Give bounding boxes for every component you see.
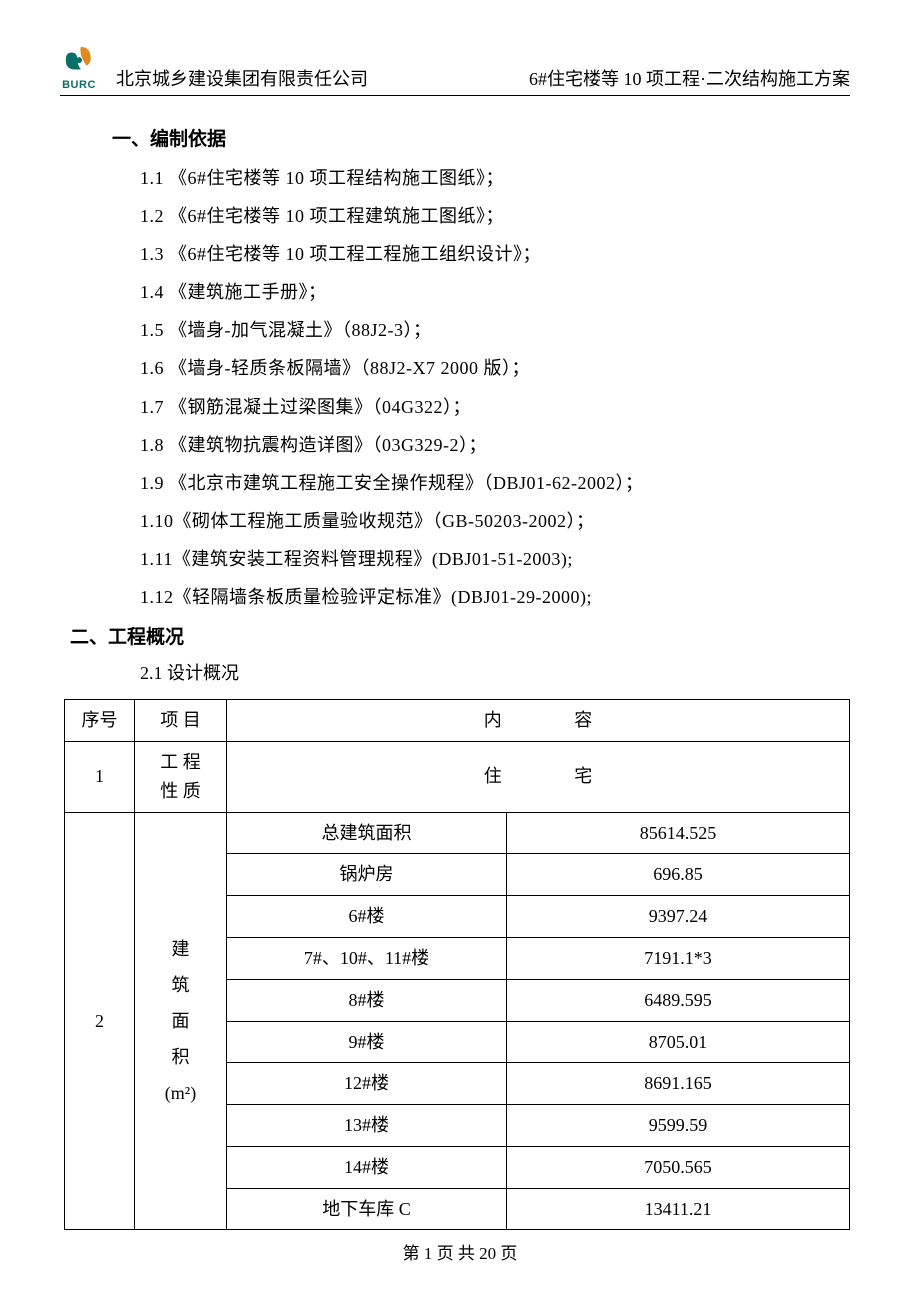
list-item: 1.8 《建筑物抗震构造详图》（03G329-2）； [140,432,850,458]
td-content-1-text: 住 宅 [450,766,627,786]
th-content: 内 容 [227,700,850,742]
page-footer: 第 1 页 共 20 页 [0,1239,920,1264]
list-item: 1.3 《6#住宅楼等 10 项工程工程施工组织设计》； [140,241,850,267]
list-item: 1.2 《6#住宅楼等 10 项工程建筑施工图纸》； [140,203,850,229]
table-head-row: 序号 项 目 内 容 [65,700,850,742]
td-label: 7#、10#、11#楼 [227,937,507,979]
td-label: 6#楼 [227,896,507,938]
header-company: 北京城乡建设集团有限责任公司 [116,65,529,91]
td-label: 总建筑面积 [227,812,507,854]
burc-logo-icon [60,45,98,79]
td-label: 锅炉房 [227,854,507,896]
list-item: 1.10《砌体工程施工质量验收规范》（GB-50203-2002）； [140,508,850,534]
section1-heading: 一、编制依据 [112,124,850,151]
section2-heading: 二、工程概况 [70,622,850,649]
td-seq-2: 2 [65,812,135,1230]
list-item: 1.1 《6#住宅楼等 10 项工程结构施工图纸》； [140,165,850,191]
th-proj: 项 目 [135,700,227,742]
page-header: BURC 北京城乡建设集团有限责任公司 6#住宅楼等 10 项工程·二次结构施工… [60,45,850,96]
td-label: 12#楼 [227,1063,507,1105]
th-seq: 序号 [65,700,135,742]
td-value: 7050.565 [507,1146,850,1188]
td-proj-1: 工 程性 质 [135,741,227,812]
td-proj-2: 建筑面积(m²) [135,812,227,1230]
td-label: 13#楼 [227,1105,507,1147]
td-value: 85614.525 [507,812,850,854]
td-value: 6489.595 [507,979,850,1021]
list-item: 1.5 《墙身-加气混凝土》（88J2-3）； [140,317,850,343]
list-item: 1.6 《墙身-轻质条板隔墙》（88J2-X7 2000 版）； [140,355,850,381]
td-value: 8691.165 [507,1063,850,1105]
th-content-text: 内 容 [450,710,627,730]
td-value: 696.85 [507,854,850,896]
header-doc-title: 6#住宅楼等 10 项工程·二次结构施工方案 [529,65,850,91]
td-value: 8705.01 [507,1021,850,1063]
td-value: 13411.21 [507,1188,850,1230]
table-row: 2建筑面积(m²)总建筑面积85614.525 [65,812,850,854]
td-label: 14#楼 [227,1146,507,1188]
td-value: 9599.59 [507,1105,850,1147]
logo-block: BURC [60,45,98,91]
list-item: 1.12《轻隔墙条板质量检验评定标准》(DBJ01-29-2000); [140,584,850,610]
logo-text: BURC [62,80,96,91]
section2-subhead: 2.1 设计概况 [140,659,850,685]
list-item: 1.7 《钢筋混凝土过梁图集》（04G322）； [140,394,850,420]
list-item: 1.11《建筑安装工程资料管理规程》(DBJ01-51-2003); [140,546,850,572]
td-content-1: 住 宅 [227,741,850,812]
td-value: 9397.24 [507,896,850,938]
td-label: 9#楼 [227,1021,507,1063]
design-table: 序号 项 目 内 容 1 工 程性 质 住 宅 2建筑面积(m²)总建筑面积85… [64,699,850,1230]
section1-list: 1.1 《6#住宅楼等 10 项工程结构施工图纸》； 1.2 《6#住宅楼等 10… [140,165,850,610]
td-label: 地下车库 C [227,1188,507,1230]
list-item: 1.9 《北京市建筑工程施工安全操作规程》（DBJ01-62-2002）； [140,470,850,496]
list-item: 1.4 《建筑施工手册》； [140,279,850,305]
td-seq-1: 1 [65,741,135,812]
td-label: 8#楼 [227,979,507,1021]
td-value: 7191.1*3 [507,937,850,979]
table-row: 1 工 程性 质 住 宅 [65,741,850,812]
